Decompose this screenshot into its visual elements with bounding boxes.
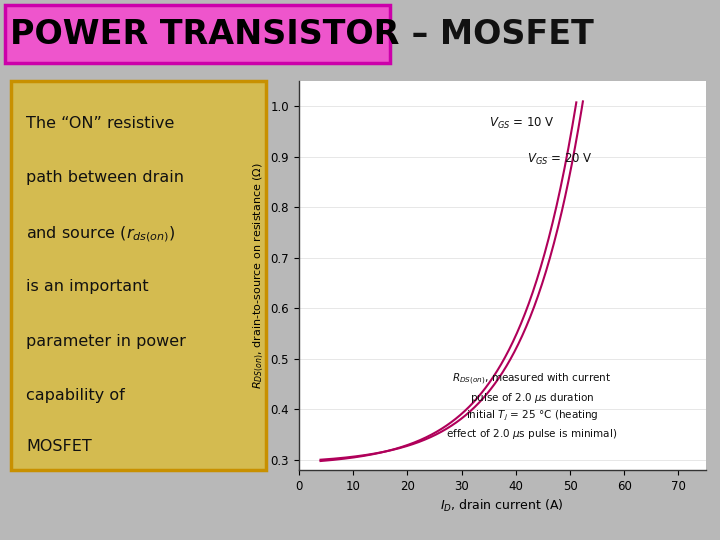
Text: The “ON” resistive: The “ON” resistive bbox=[26, 116, 174, 131]
Text: is an important: is an important bbox=[26, 279, 149, 294]
X-axis label: $I_D$, drain current (A): $I_D$, drain current (A) bbox=[441, 498, 564, 514]
Text: MOSFET: MOSFET bbox=[26, 438, 92, 454]
Text: path between drain: path between drain bbox=[26, 171, 184, 185]
Text: $R_{DS(on)}$, measured with current
pulse of 2.0 $\mu$s duration
initial $T_j$ =: $R_{DS(on)}$, measured with current puls… bbox=[446, 372, 618, 441]
Text: capability of: capability of bbox=[26, 388, 125, 403]
Text: $V_{GS}$ = 10 V: $V_{GS}$ = 10 V bbox=[489, 116, 554, 131]
Text: $V_{GS}$ = 20 V: $V_{GS}$ = 20 V bbox=[526, 152, 593, 167]
Text: parameter in power: parameter in power bbox=[26, 334, 186, 349]
Text: and source ($r_{ds(on)}$): and source ($r_{ds(on)}$) bbox=[26, 225, 176, 245]
Bar bbox=[5, 5, 390, 64]
FancyBboxPatch shape bbox=[11, 81, 266, 470]
Y-axis label: $R_{DS(on)}$, drain-to-source on resistance (Ω): $R_{DS(on)}$, drain-to-source on resista… bbox=[252, 162, 266, 389]
Text: POWER TRANSISTOR: POWER TRANSISTOR bbox=[10, 18, 400, 51]
Text: – MOSFET: – MOSFET bbox=[400, 18, 594, 51]
